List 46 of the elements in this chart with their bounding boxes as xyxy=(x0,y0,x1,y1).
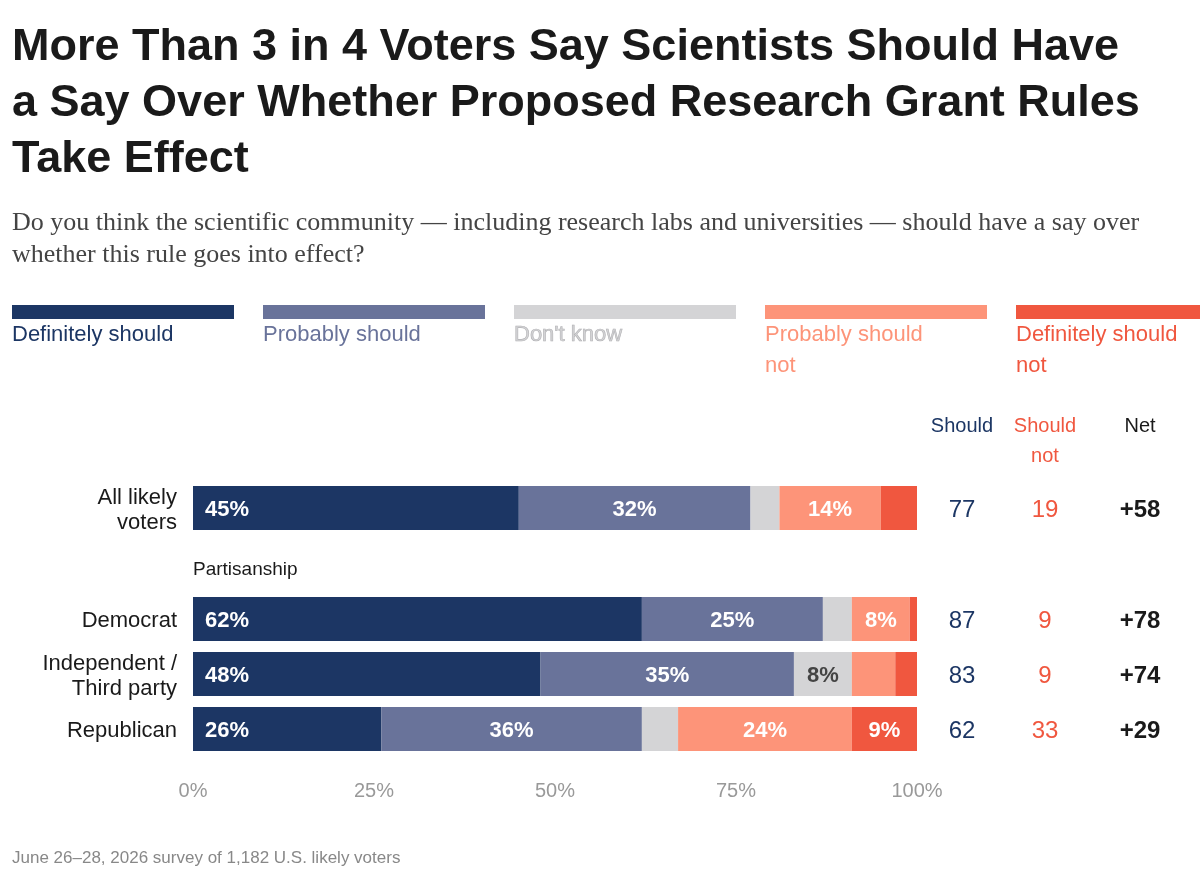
text: Probably should xyxy=(263,321,421,346)
x-tick-label: 100% xyxy=(891,779,943,801)
text: Should xyxy=(930,414,994,436)
data-label: 25% xyxy=(710,607,755,632)
text: +58 xyxy=(1119,495,1161,522)
text: 77 xyxy=(948,495,976,522)
chart-subtitle: Do you think the scientific community — including research labs and universities — should have a say over whether this rule goes into effect? xyxy=(12,207,1140,268)
y-tick-label: Republican xyxy=(66,717,177,742)
data-label: 36% xyxy=(489,717,534,742)
text: 9 xyxy=(1038,661,1052,688)
data-label: 62% xyxy=(205,607,250,632)
y-tick-label: Independent / Third party xyxy=(42,649,178,700)
text: 19 xyxy=(1031,495,1059,522)
text: +74 xyxy=(1119,661,1161,688)
text: +29 xyxy=(1119,716,1161,743)
annotation: Partisanship xyxy=(193,558,298,579)
data-label: 14% xyxy=(808,496,853,521)
x-tick-label: 75% xyxy=(715,779,757,801)
data-label: 8% xyxy=(806,662,839,687)
x-tick-label: 25% xyxy=(353,779,395,801)
chart-title: More Than 3 in 4 Voters Say Scientists Should Have a Say Over Whether Proposed Research Grant Rules Take Effect xyxy=(12,19,1140,182)
data-label: 48% xyxy=(205,662,250,687)
text: Definitely should xyxy=(12,321,174,346)
x-tick-label: 50% xyxy=(534,779,576,801)
text: June 26–28, 2026 survey of 1,182 U.S. likely voters xyxy=(12,848,401,867)
text: 62 xyxy=(948,716,976,743)
x-tick-label: 0% xyxy=(178,779,208,801)
data-label: 32% xyxy=(612,496,657,521)
y-tick-label: Democrat xyxy=(81,607,177,632)
text: Probably should not xyxy=(765,321,923,377)
text: 87 xyxy=(948,606,976,633)
data-label: 45% xyxy=(205,496,250,521)
data-label: 26% xyxy=(205,717,250,742)
text: 83 xyxy=(948,661,976,688)
data-label: 8% xyxy=(864,607,897,632)
data-label: 35% xyxy=(645,662,690,687)
text: 33 xyxy=(1031,716,1059,743)
text: Should not xyxy=(1013,414,1077,466)
text: Net xyxy=(1124,414,1156,436)
text: Don't know xyxy=(514,321,623,346)
text: Definitely should not xyxy=(1016,321,1178,377)
data-label: 24% xyxy=(742,717,787,742)
data-label: 9% xyxy=(868,717,901,742)
y-tick-label: All likely voters xyxy=(97,483,177,534)
text: +78 xyxy=(1119,606,1161,633)
text: 9 xyxy=(1038,606,1052,633)
